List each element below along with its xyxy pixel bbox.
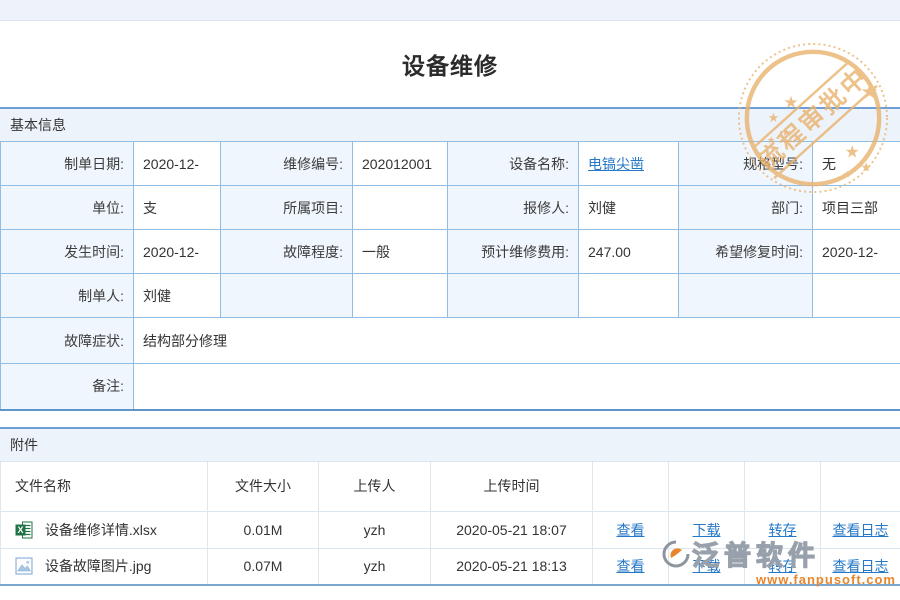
page-title: 设备维修	[402, 53, 498, 79]
field-label-creator: 制单人:	[0, 273, 134, 318]
uploader-cell: yzh	[318, 547, 431, 586]
empty-value-cell	[578, 273, 679, 318]
field-label-reporter: 报修人:	[447, 185, 579, 230]
action-cell: 查看	[592, 510, 669, 549]
section-header-attachments: 附件	[0, 426, 900, 461]
basic-info-table: 制单日期: 2020-12- 维修编号: 202012001 设备名称: 电镐尖…	[0, 141, 900, 411]
view-log-link[interactable]: 查看日志	[832, 558, 889, 575]
basic-row-3: 发生时间: 2020-12- 故障程度: 一般 预计维修费用: 247.00 希…	[0, 229, 900, 274]
file-name-cell: 设备故障图片.jpg	[0, 547, 208, 586]
field-label-est-cost: 预计维修费用:	[447, 229, 579, 274]
device-name-link[interactable]: 电镐尖凿	[588, 155, 644, 172]
empty-value-cell	[812, 273, 900, 318]
col-header-actions-empty	[744, 460, 821, 512]
field-value-spec-model: 无	[812, 141, 900, 186]
svg-text:X: X	[17, 525, 23, 535]
field-value-project	[352, 185, 448, 230]
download-link[interactable]: 下载	[692, 558, 721, 575]
field-value-order-date: 2020-12-	[133, 141, 221, 186]
attachments-table: 文件名称 文件大小 上传人 上传时间 X	[0, 460, 900, 586]
field-label-department: 部门:	[678, 185, 813, 230]
upload-time-cell: 2020-05-21 18:07	[430, 510, 593, 549]
file-name-text[interactable]: 设备故障图片.jpg	[44, 558, 152, 575]
field-value-symptom: 结构部分修理	[133, 317, 900, 364]
uploader-cell: yzh	[318, 510, 431, 549]
field-label-hope-time: 希望修复时间:	[678, 229, 813, 274]
field-label-project: 所属项目:	[220, 185, 353, 230]
attachments-header-row: 文件名称 文件大小 上传人 上传时间	[0, 460, 900, 512]
field-label-repair-no: 维修编号:	[220, 141, 353, 186]
field-label-fault-level: 故障程度:	[220, 229, 353, 274]
col-header-uploader: 上传人	[318, 460, 431, 512]
basic-row-remark: 备注:	[0, 363, 900, 410]
action-cell: 转存	[744, 547, 821, 586]
action-cell: 转存	[744, 510, 821, 549]
col-header-actions-empty	[668, 460, 745, 512]
field-value-unit: 支	[133, 185, 221, 230]
field-value-department: 项目三部	[812, 185, 900, 230]
action-cell: 下载	[668, 510, 745, 549]
field-value-repair-no: 202012001	[352, 141, 448, 186]
view-link[interactable]: 查看	[616, 558, 645, 575]
field-value-reporter: 刘健	[578, 185, 679, 230]
basic-row-symptom: 故障症状: 结构部分修理	[0, 317, 900, 364]
save-as-link[interactable]: 转存	[768, 558, 797, 575]
attachment-row-jpg: 设备故障图片.jpg 0.07M yzh 2020-05-21 18:13 查看…	[0, 547, 900, 586]
file-name-cell: X 设备维修详情.xlsx	[0, 510, 208, 549]
view-log-link[interactable]: 查看日志	[832, 521, 889, 538]
field-label-symptom: 故障症状:	[0, 317, 134, 364]
field-value-occur-time: 2020-12-	[133, 229, 221, 274]
file-name-text[interactable]: 设备维修详情.xlsx	[44, 521, 157, 538]
col-header-file-name: 文件名称	[0, 460, 208, 512]
action-cell: 查看日志	[820, 547, 900, 586]
action-cell: 查看	[592, 547, 669, 586]
attachment-row-xlsx: X 设备维修详情.xlsx 0.01M yzh 2020-05-21 18:07…	[0, 510, 900, 549]
save-as-link[interactable]: 转存	[768, 521, 797, 538]
field-label-remark: 备注:	[0, 363, 134, 410]
empty-label-cell	[447, 273, 579, 318]
field-value-est-cost: 247.00	[578, 229, 679, 274]
field-label-occur-time: 发生时间:	[0, 229, 134, 274]
field-value-hope-time: 2020-12-	[812, 229, 900, 274]
col-header-file-size: 文件大小	[207, 460, 319, 512]
field-value-remark	[133, 363, 900, 410]
action-cell: 查看日志	[820, 510, 900, 549]
upload-time-cell: 2020-05-21 18:13	[430, 547, 593, 586]
download-link[interactable]: 下载	[692, 521, 721, 538]
field-value-fault-level: 一般	[352, 229, 448, 274]
field-label-spec-model: 规格型号:	[678, 141, 813, 186]
empty-label-cell	[678, 273, 813, 318]
field-value-creator: 刘健	[133, 273, 221, 318]
basic-row-2: 单位: 支 所属项目: 报修人: 刘健 部门: 项目三部	[0, 185, 900, 230]
action-cell: 下载	[668, 547, 745, 586]
field-label-unit: 单位:	[0, 185, 134, 230]
field-label-device-name: 设备名称:	[447, 141, 579, 186]
top-bar	[0, 0, 900, 21]
title-area: 设备维修	[0, 21, 900, 107]
file-size-cell: 0.01M	[207, 510, 319, 549]
image-file-icon	[15, 557, 33, 575]
col-header-actions-empty	[820, 460, 900, 512]
section-gap	[0, 411, 900, 427]
col-header-upload-time: 上传时间	[430, 460, 593, 512]
view-link[interactable]: 查看	[616, 521, 645, 538]
basic-row-4: 制单人: 刘健	[0, 273, 900, 318]
basic-row-1: 制单日期: 2020-12- 维修编号: 202012001 设备名称: 电镐尖…	[0, 141, 900, 186]
section-header-basic-info: 基本信息	[0, 107, 900, 141]
excel-file-icon: X	[15, 521, 33, 539]
col-header-actions-empty	[592, 460, 669, 512]
field-value-device-name: 电镐尖凿	[578, 141, 679, 186]
field-label-order-date: 制单日期:	[0, 141, 134, 186]
file-size-cell: 0.07M	[207, 547, 319, 586]
empty-label-cell	[220, 273, 353, 318]
empty-value-cell	[352, 273, 448, 318]
